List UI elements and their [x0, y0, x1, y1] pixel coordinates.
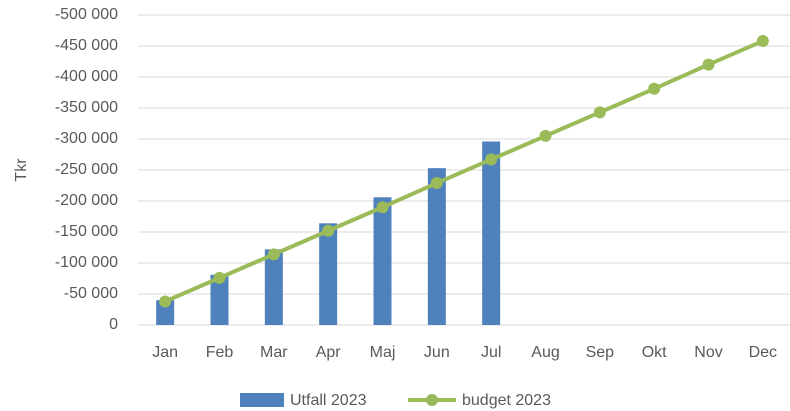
x-tick-label: Apr: [316, 344, 342, 361]
y-axis-label: Tkr: [13, 158, 30, 182]
x-tick-label: Jun: [424, 344, 450, 361]
marker: [593, 106, 606, 119]
x-tick-label: Jan: [152, 344, 178, 361]
y-tick-label: 0: [109, 316, 118, 333]
y-tick-label: -150 000: [55, 223, 118, 240]
bar: [210, 274, 229, 325]
bar: [427, 168, 446, 325]
legend-swatch: [240, 393, 284, 407]
legend-label: budget 2023: [462, 392, 551, 409]
marker: [485, 153, 498, 166]
marker: [702, 58, 715, 71]
x-tick-label: Okt: [642, 344, 667, 361]
x-tick-label: Aug: [531, 344, 559, 361]
bar: [319, 223, 338, 325]
marker: [430, 177, 443, 190]
x-tick-label: Maj: [370, 344, 396, 361]
line: [164, 39, 764, 304]
x-tick-label: Mar: [260, 344, 288, 361]
x-tick-label: Sep: [586, 344, 615, 361]
marker: [539, 129, 552, 142]
y-tick-label: -50 000: [64, 285, 118, 302]
marker: [322, 224, 335, 237]
marker: [376, 201, 389, 214]
legend-label: Utfall 2023: [290, 392, 367, 409]
y-tick-label: -100 000: [55, 254, 118, 271]
marker: [267, 248, 280, 261]
y-tick-label: -250 000: [55, 161, 118, 178]
y-tick-label: -300 000: [55, 130, 118, 147]
legend-marker: [426, 394, 438, 406]
x-tick-label: Jul: [481, 344, 501, 361]
y-tick-label: -350 000: [55, 99, 118, 116]
bar: [156, 300, 175, 325]
x-tick-label: Feb: [206, 344, 234, 361]
y-tick-label: -500 000: [55, 6, 118, 23]
y-tick-label: -200 000: [55, 192, 118, 209]
bar: [373, 197, 392, 325]
marker: [648, 82, 661, 95]
y-tick-label: -450 000: [55, 37, 118, 54]
marker: [756, 35, 769, 48]
marker: [213, 271, 226, 284]
bar: [264, 249, 283, 325]
x-tick-label: Dec: [749, 344, 777, 361]
bar: [482, 141, 501, 325]
y-tick-label: -400 000: [55, 68, 118, 85]
x-tick-label: Nov: [694, 344, 722, 361]
marker: [159, 295, 172, 308]
